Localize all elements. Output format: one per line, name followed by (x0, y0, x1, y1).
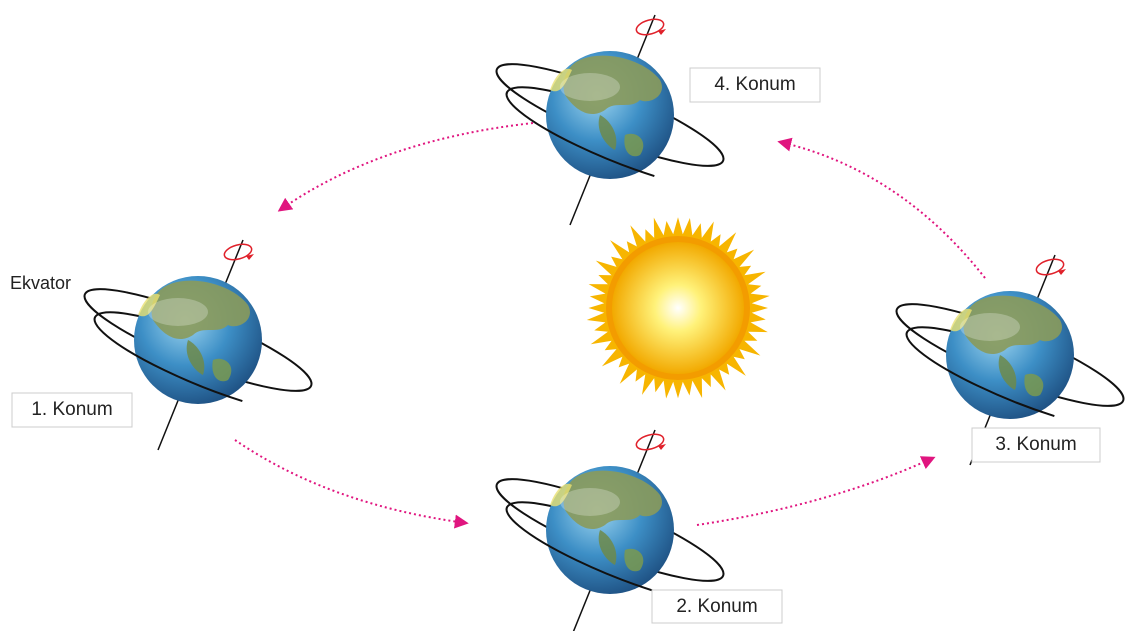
position-label: 3. Konum (995, 434, 1076, 455)
label-box (689, 67, 821, 103)
orbit-arrow (696, 456, 936, 526)
orbit-arrow (277, 122, 534, 212)
earth (486, 14, 734, 226)
sun (586, 217, 770, 399)
equator-label: Ekvator (10, 273, 71, 293)
position-label: 1. Konum (31, 399, 112, 420)
orbit-arrow (234, 439, 469, 529)
label-box (651, 589, 783, 624)
label-box (11, 392, 133, 428)
orbit-arrow (777, 137, 986, 279)
position-label: 4. Konum (714, 74, 795, 95)
position-label: 2. Konum (676, 596, 757, 617)
label-box (971, 427, 1101, 463)
